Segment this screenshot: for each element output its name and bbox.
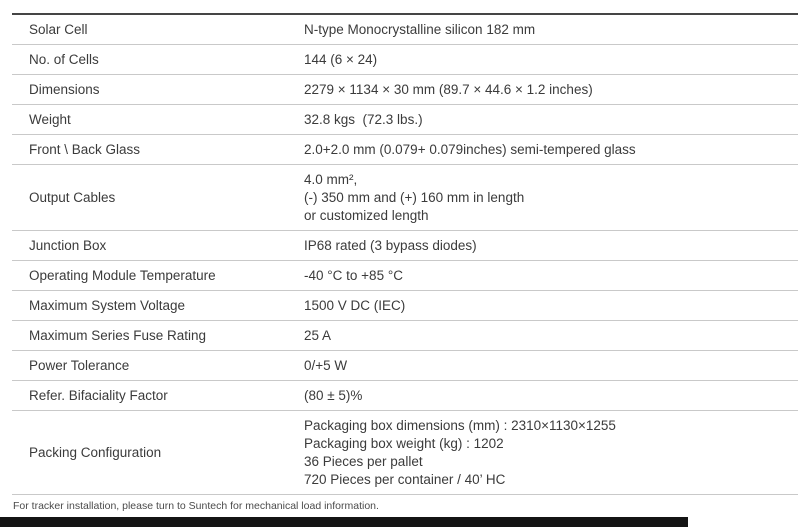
table-row: Dimensions 2279 × 1134 × 30 mm (89.7 × 44… xyxy=(12,75,798,105)
tracker-footnote: For tracker installation, please turn to… xyxy=(13,500,379,512)
row-value: IP68 rated (3 bypass diodes) xyxy=(304,237,798,255)
table-row: Power Tolerance 0/+5 W xyxy=(12,351,798,381)
row-value-line: N-type Monocrystalline silicon 182 mm xyxy=(304,21,536,37)
row-value: -40 °C to +85 °C xyxy=(304,267,798,285)
table-row: Maximum Series Fuse Rating 25 A xyxy=(12,321,798,351)
row-value-line: Packaging box weight (kg) : 1202 xyxy=(304,435,504,451)
row-label: Maximum System Voltage xyxy=(29,297,186,313)
row-label: No. of Cells xyxy=(29,51,99,67)
row-value-line: 144 (6 × 24) xyxy=(304,51,378,67)
row-value-line: Packaging box dimensions (mm) : 2310×113… xyxy=(304,417,616,433)
row-value-line: 2279 × 1134 × 30 mm (89.7 × 44.6 × 1.2 i… xyxy=(304,81,593,97)
row-value-line: 32.8 kgs (72.3 lbs.) xyxy=(304,111,423,127)
row-value: 2279 × 1134 × 30 mm (89.7 × 44.6 × 1.2 i… xyxy=(304,81,798,99)
row-value: N-type Monocrystalline silicon 182 mm xyxy=(304,21,798,39)
row-value: 32.8 kgs (72.3 lbs.) xyxy=(304,111,798,129)
table-row: Solar Cell N-type Monocrystalline silicon… xyxy=(12,15,798,45)
row-value-line: 720 Pieces per container / 40’ HC xyxy=(304,471,506,487)
table-row: Weight 32.8 kgs (72.3 lbs.) xyxy=(12,105,798,135)
row-value: 144 (6 × 24) xyxy=(304,51,798,69)
row-value: 1500 V DC (IEC) xyxy=(304,297,798,315)
row-value-line: 25 A xyxy=(304,327,332,343)
table-row: Output Cables 4.0 mm², (-) 350 mm and (+) … xyxy=(12,165,798,231)
row-value-line: 2.0+2.0 mm (0.079+ 0.079inches) semi-tem… xyxy=(304,141,636,157)
row-value: 0/+5 W xyxy=(304,357,798,375)
table-row: Refer. Bifaciality Factor (80 ± 5)% xyxy=(12,381,798,411)
row-label: Power Tolerance xyxy=(29,357,130,373)
table-row: Front \ Back Glass 2.0+2.0 mm (0.079+ 0.0… xyxy=(12,135,798,165)
table-row: Packing Configuration Packaging box dimen… xyxy=(12,411,798,495)
row-label: Dimensions xyxy=(29,81,100,97)
row-label: Output Cables xyxy=(29,189,116,205)
row-label: Packing Configuration xyxy=(29,444,162,460)
table-row: No. of Cells 144 (6 × 24) xyxy=(12,45,798,75)
row-value-line: IP68 rated (3 bypass diodes) xyxy=(304,237,477,253)
row-value-line: 4.0 mm², xyxy=(304,171,358,187)
row-value-line: 36 Pieces per pallet xyxy=(304,453,423,469)
table-row: Maximum System Voltage 1500 V DC (IEC) xyxy=(12,291,798,321)
row-value-line: (80 ± 5)% xyxy=(304,387,363,403)
row-label: Solar Cell xyxy=(29,21,88,37)
row-value-line: (-) 350 mm and (+) 160 mm in length xyxy=(304,189,525,205)
row-value-line: or customized length xyxy=(304,207,429,223)
row-label: Refer. Bifaciality Factor xyxy=(29,387,168,403)
row-label: Maximum Series Fuse Rating xyxy=(29,327,207,343)
row-label: Weight xyxy=(29,111,71,127)
table-row: Operating Module Temperature -40 °C to +8… xyxy=(12,261,798,291)
row-value: (80 ± 5)% xyxy=(304,387,798,405)
row-value: 4.0 mm², (-) 350 mm and (+) 160 mm in len… xyxy=(304,171,798,225)
row-label: Junction Box xyxy=(29,237,107,253)
table-row: Junction Box IP68 rated (3 bypass diodes) xyxy=(12,231,798,261)
row-label: Operating Module Temperature xyxy=(29,267,216,283)
row-label: Front \ Back Glass xyxy=(29,141,141,157)
bottom-accent-bar xyxy=(0,517,688,527)
row-value: 25 A xyxy=(304,327,798,345)
row-value: Packaging box dimensions (mm) : 2310×113… xyxy=(304,417,798,489)
row-value-line: 1500 V DC (IEC) xyxy=(304,297,406,313)
row-value-line: 0/+5 W xyxy=(304,357,348,373)
row-value-line: -40 °C to +85 °C xyxy=(304,267,403,283)
row-value: 2.0+2.0 mm (0.079+ 0.079inches) semi-tem… xyxy=(304,141,798,159)
spec-table: Solar Cell N-type Monocrystalline silicon… xyxy=(12,13,798,495)
